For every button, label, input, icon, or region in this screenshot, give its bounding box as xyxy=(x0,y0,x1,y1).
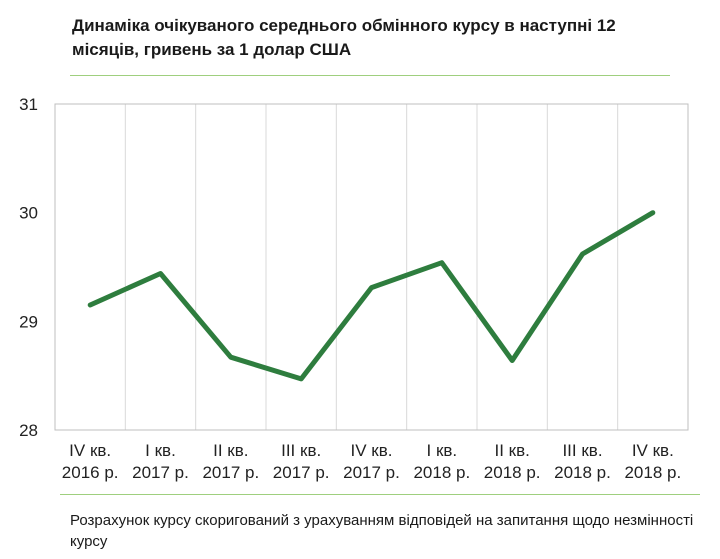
plot-area-frame xyxy=(54,103,689,431)
x-tick-label: III кв. 2017 р. xyxy=(273,441,330,482)
y-axis-tick-labels: 28 29 30 31 xyxy=(19,95,38,440)
title-divider xyxy=(70,75,670,76)
y-tick-label: 30 xyxy=(19,204,38,223)
y-tick-label: 29 xyxy=(19,312,38,331)
x-tick-label: II кв. 2018 р. xyxy=(484,441,541,482)
x-tick-label: II кв. 2017 р. xyxy=(202,441,259,482)
gridlines xyxy=(124,104,619,430)
line-chart: 28 29 30 31 IV кв. 2016 р. I кв. 2017 р. II кв.… xyxy=(19,95,689,482)
x-axis-tick-labels: IV кв. 2016 р. I кв. 2017 р. II кв. 2017 р. II… xyxy=(62,441,681,482)
footnote: Розрахунок курсу скоригований з урахуван… xyxy=(70,512,694,550)
x-tick-label: I кв. 2017 р. xyxy=(132,441,189,482)
x-tick-label: I кв. 2018 р. xyxy=(413,441,470,482)
x-tick-label: IV кв. 2017 р. xyxy=(343,441,400,482)
y-tick-label: 28 xyxy=(19,421,38,440)
y-tick-label: 31 xyxy=(19,95,38,114)
footnote-divider xyxy=(60,494,700,495)
chart-title: Динаміка очікуваного середнього обмінног… xyxy=(72,16,616,59)
x-tick-label: IV кв. 2018 р. xyxy=(624,441,681,482)
series-line xyxy=(87,210,656,382)
x-tick-label: III кв. 2018 р. xyxy=(554,441,611,482)
x-tick-label: IV кв. 2016 р. xyxy=(62,441,119,482)
